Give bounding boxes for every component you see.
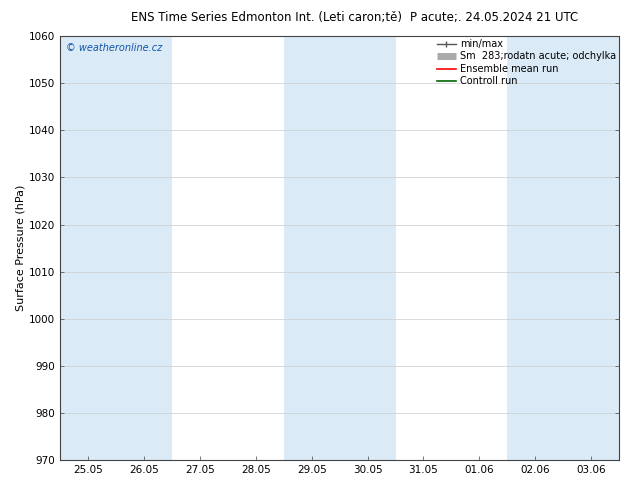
Text: ENS Time Series Edmonton Int. (Leti caron;tě): ENS Time Series Edmonton Int. (Leti caro… <box>131 11 402 24</box>
Bar <box>284 36 340 460</box>
Legend: min/max, Sm  283;rodatn acute; odchylka, Ensemble mean run, Controll run: min/max, Sm 283;rodatn acute; odchylka, … <box>435 37 618 88</box>
Bar <box>563 36 619 460</box>
Bar <box>60 36 116 460</box>
Text: © weatheronline.cz: © weatheronline.cz <box>66 43 162 52</box>
Y-axis label: Surface Pressure (hPa): Surface Pressure (hPa) <box>15 185 25 311</box>
Bar <box>507 36 563 460</box>
Bar <box>116 36 172 460</box>
Bar <box>340 36 396 460</box>
Text: P acute;. 24.05.2024 21 UTC: P acute;. 24.05.2024 21 UTC <box>410 11 579 24</box>
